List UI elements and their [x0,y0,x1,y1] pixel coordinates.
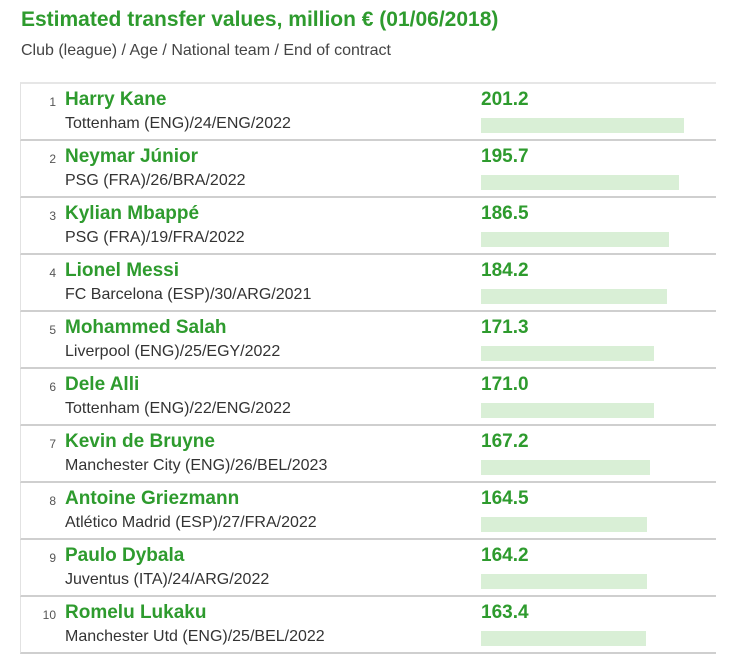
chart-subtitle: Club (league) / Age / National team / En… [21,42,391,59]
player-name: Mohammed Salah [65,317,227,338]
table-row: 4 Lionel Messi FC Barcelona (ESP)/30/ARG/2… [20,255,716,312]
player-name: Romelu Lukaku [65,602,207,623]
value-bar [481,289,667,304]
value-label: 171.3 [481,317,529,338]
rank-number: 2 [49,152,56,166]
rank-number: 6 [49,380,56,394]
chart-title: Estimated transfer values, million € (01… [21,8,499,31]
player-name: Paulo Dybala [65,545,185,566]
player-detail: PSG (FRA)/26/BRA/2022 [65,172,246,189]
player-detail: Manchester City (ENG)/26/BEL/2023 [65,457,328,474]
player-name: Lionel Messi [65,260,180,281]
rank-number: 9 [49,551,56,565]
player-detail: PSG (FRA)/19/FRA/2022 [65,229,245,246]
rank-number: 7 [49,437,56,451]
value-bar [481,574,647,589]
value-bar [481,517,647,532]
rank-number: 10 [42,608,56,622]
table-row: 7 Kevin de Bruyne Manchester City (ENG)/26… [20,426,716,483]
value-bar [481,631,646,646]
value-label: 195.7 [481,146,529,167]
rank-number: 3 [49,209,56,223]
value-bar [481,175,679,190]
table-row: 2 Neymar Júnior PSG (FRA)/26/BRA/2022 195.7 [20,141,716,198]
player-detail: Tottenham (ENG)/24/ENG/2022 [65,115,291,132]
rank-number: 1 [49,95,56,109]
player-detail: Tottenham (ENG)/22/ENG/2022 [65,400,291,417]
table-row: 6 Dele Alli Tottenham (ENG)/22/ENG/2022 171… [20,369,716,426]
player-detail: FC Barcelona (ESP)/30/ARG/2021 [65,286,312,303]
player-detail: Atlético Madrid (ESP)/27/FRA/2022 [65,514,317,531]
value-label: 163.4 [481,602,529,623]
rank-number: 4 [49,266,56,280]
player-name: Neymar Júnior [65,146,199,167]
value-label: 164.5 [481,488,529,509]
player-name: Kevin de Bruyne [65,431,215,452]
value-label: 186.5 [481,203,529,224]
table-row: 5 Mohammed Salah Liverpool (ENG)/25/EGY/20… [20,312,716,369]
table-row: 3 Kylian Mbappé PSG (FRA)/19/FRA/2022 186.5 [20,198,716,255]
value-label: 164.2 [481,545,529,566]
value-bar [481,460,650,475]
table-row: 10 Romelu Lukaku Manchester Utd (ENG)/25/B… [20,597,716,654]
rank-number: 8 [49,494,56,508]
value-bar [481,403,654,418]
value-label: 167.2 [481,431,529,452]
ranking-table: 1 Harry Kane Tottenham (ENG)/24/ENG/2022 20… [20,82,716,654]
rank-number: 5 [49,323,56,337]
table-row: 9 Paulo Dybala Juventus (ITA)/24/ARG/2022 1… [20,540,716,597]
player-name: Harry Kane [65,89,167,110]
player-detail: Manchester Utd (ENG)/25/BEL/2022 [65,628,325,645]
value-label: 171.0 [481,374,529,395]
value-label: 184.2 [481,260,529,281]
value-bar [481,232,670,247]
value-label: 201.2 [481,89,529,110]
table-row: 1 Harry Kane Tottenham (ENG)/24/ENG/2022 20… [20,82,716,141]
player-detail: Liverpool (ENG)/25/EGY/2022 [65,343,281,360]
value-bar [481,346,654,361]
player-name: Antoine Griezmann [65,488,240,509]
player-detail: Juventus (ITA)/24/ARG/2022 [65,571,270,588]
player-name: Dele Alli [65,374,140,395]
value-bar [481,118,684,133]
player-name: Kylian Mbappé [65,203,200,224]
table-row: 8 Antoine Griezmann Atlético Madrid (ESP)/… [20,483,716,540]
